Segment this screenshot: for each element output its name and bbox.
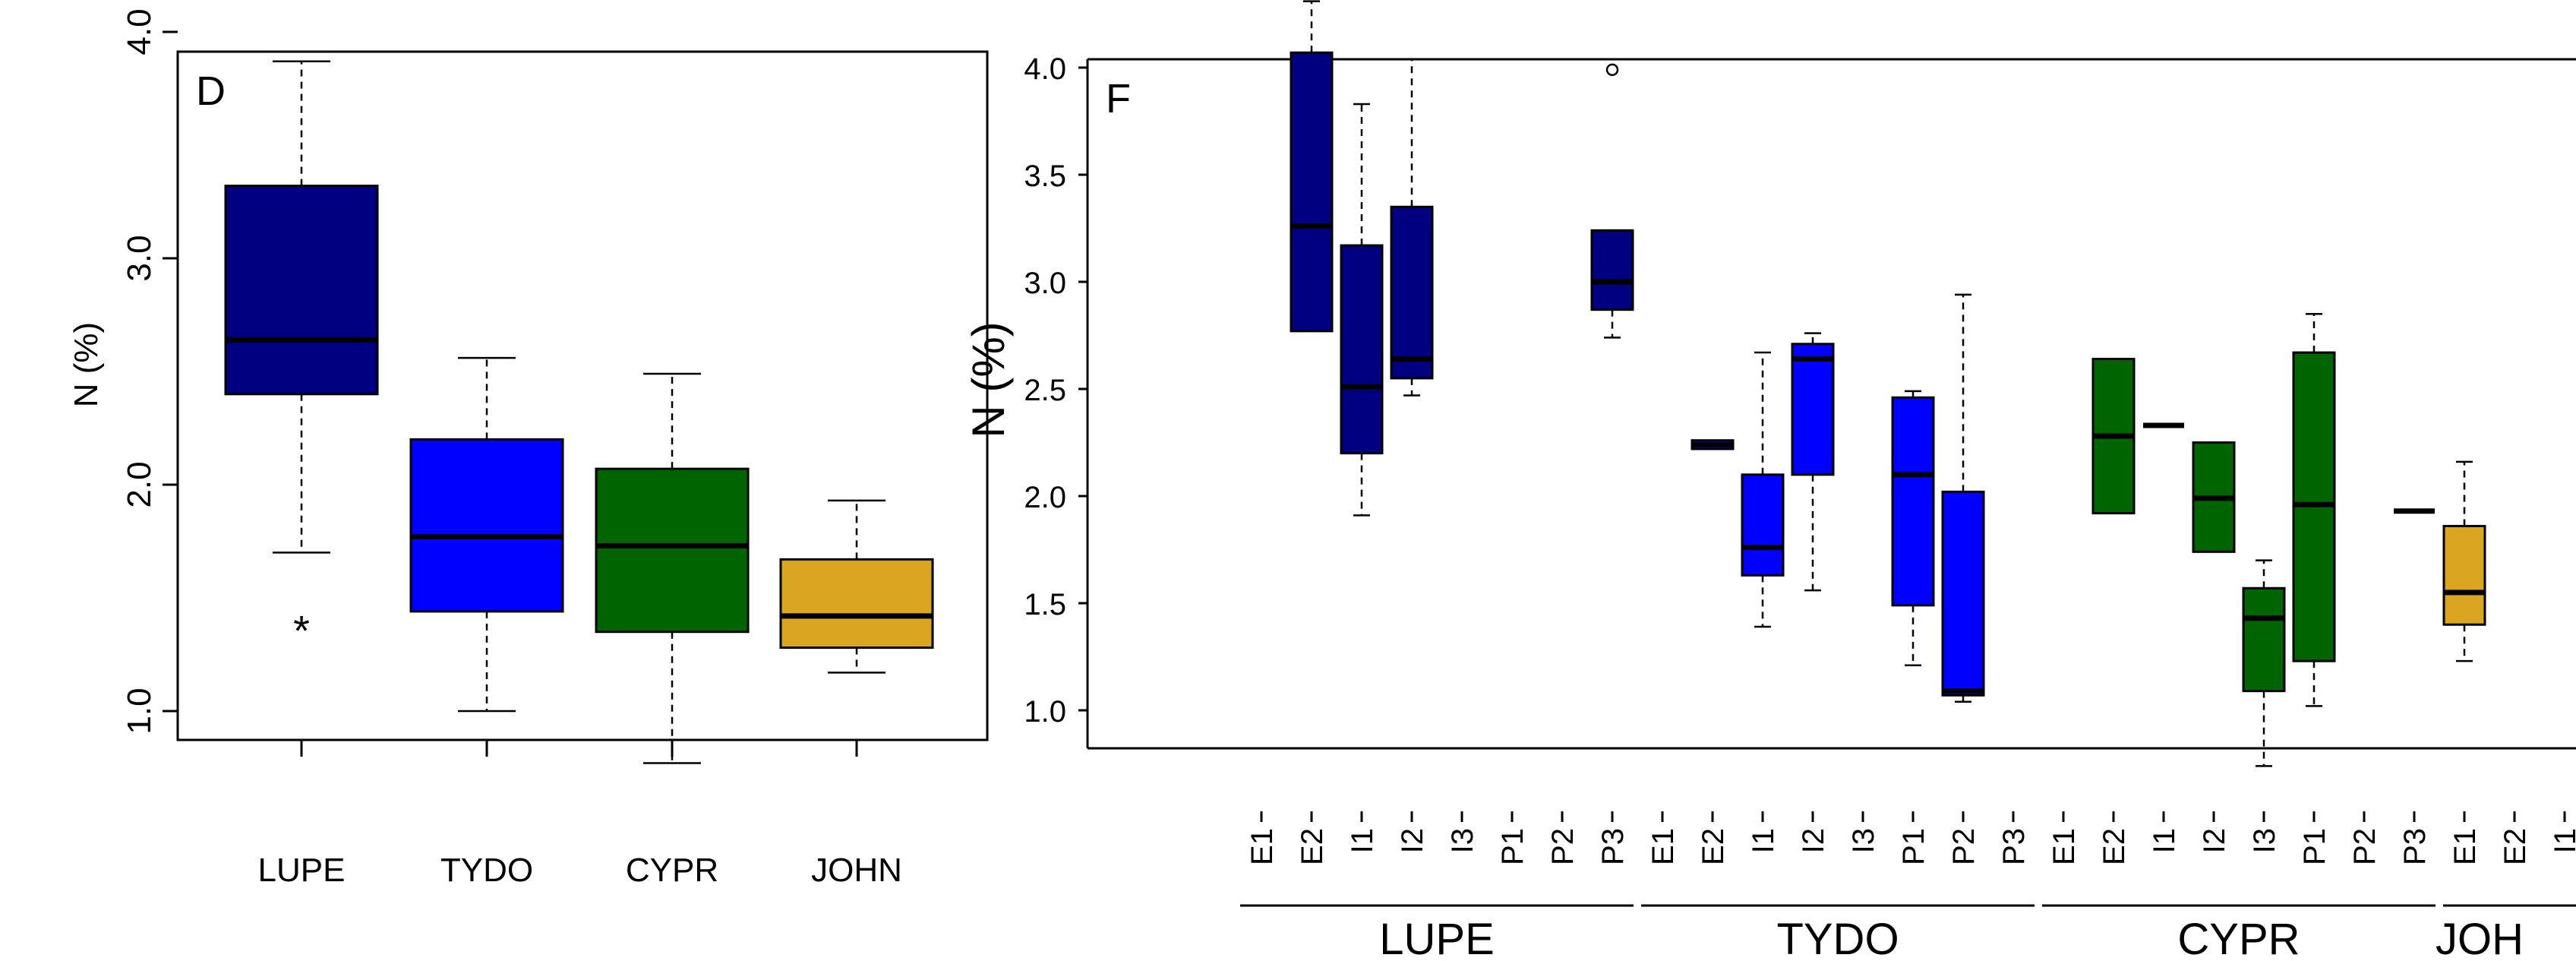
panel-f-x-tick-label: P2 [1546,828,1580,865]
panel-f-x-tick-label: E2 [2098,828,2131,865]
panel-f-x-tick-label: P1 [1897,828,1930,865]
panel-d-y-tick-label: 3.0 [121,235,158,281]
panel-f-group-labels: LUPE TYDO CYPR JOH [1240,904,2576,961]
panel-f-x-tick-label: E2 [1697,828,1730,865]
iqr-box [1791,343,1835,476]
panel-f-y-tick-label: 2.5 [1024,374,1066,407]
panel-f-box-tydo [1741,351,1785,628]
panel-f-group-label: LUPE [1379,915,1495,957]
panel-d-boxplot: D N (%) 1.0 2.0 3.0 4.0 * LUPE TYDO CYPR JOHN [68,8,989,889]
panel-f-box-tydo [1690,439,1735,450]
panel-f-x-tick-label: I2 [1797,828,1830,853]
iqr-box [2242,586,2286,693]
panel-f-x-tick-label: P2 [2348,828,2382,865]
panel-d-x-tick-label: LUPE [258,852,346,889]
panel-f-x-tick-label: I1 [1747,828,1780,853]
panel-f-x-tick-label: P1 [2298,828,2331,865]
iqr-box [595,467,750,634]
iqr-box [1340,244,1384,455]
panel-f-x-tick-label: E1 [1245,828,1279,865]
panel-f-x-tick-label: I1 [2549,828,2576,853]
panel-f-y-ticks: 1.0 1.5 2.0 2.5 3.0 3.5 4.0 [1024,52,1088,729]
panel-f-box-john [2442,460,2486,662]
panel-d-y-tick-label: 1.0 [121,688,158,734]
iqr-box [1941,490,1985,697]
panel-f-y-tick-label: 1.0 [1024,695,1066,729]
panel-f-y-tick-label: 1.5 [1024,588,1066,621]
panel-f-box-cypr [2091,358,2136,515]
panel-f-box-tydo [1891,390,1935,667]
panel-f-y-tick-label: 3.5 [1024,160,1066,193]
panel-d-box-cypr [595,372,750,764]
panel-f-x-tick-label: I2 [2198,828,2231,853]
panel-d-y-tick-label: 4.0 [121,8,158,55]
iqr-box [224,185,379,396]
panel-d-y-ticks: 1.0 2.0 3.0 4.0 [121,8,178,735]
panel-f-group-label: TYDO [1776,915,1899,957]
panel-f-box-lupe [1590,63,1634,339]
panel-f-boxplot: F N (%) 1.0 1.5 2.0 2.5 3.0 3.5 4.0 E1 E2 I1 I2 I3… [963,0,2576,961]
panel-d-x-tick-label: JOHN [811,852,902,889]
iqr-box [1390,205,1434,380]
panel-d-x-tick-label: CYPR [626,852,718,889]
panel-f-box-tydo [1941,293,1985,703]
panel-f-box-cypr [2242,559,2286,767]
panel-f-box-cypr [2292,313,2336,707]
panel-f-x-tick-label: E2 [1296,828,1329,865]
panel-f-x-tick-label: E1 [2047,828,2081,865]
panel-f-x-tick-label: I1 [2148,828,2181,853]
panel-d-y-axis-label: N (%) [68,322,105,407]
panel-d-x-ticks: LUPE TYDO CYPR JOHN [258,740,902,889]
panel-f-box-lupe [1340,103,1384,517]
iqr-box [779,558,934,650]
iqr-box [1891,396,1935,607]
panel-f-group-label: JOH [2436,915,2524,957]
panel-d-frame [176,50,989,741]
panel-f-x-tick-label: E2 [2499,828,2532,865]
panel-f-y-axis-label: N (%) [963,321,1014,438]
panel-d-box-tydo [409,356,564,713]
panel-d-boxes: * [224,60,934,764]
iqr-box [1290,51,1334,333]
panel-f-x-tick-label: P1 [1496,828,1530,865]
panel-d-label: D [196,68,226,114]
panel-f-x-ticks: E1 E2 I1 I2 I3 P1 P2 P3 E1 E2 I1 I2 I3 P1 P2 P3 E1 E2 I1 I2… [1245,811,2576,865]
panel-d-y-tick-label: 2.0 [121,461,158,507]
iqr-box [1741,473,1785,577]
panel-f-box-lupe [1290,0,1334,333]
panel-f-x-tick-label: P3 [1997,828,2031,865]
panel-d-box-lupe: * [224,60,379,655]
panel-d-box-john [779,499,934,674]
panel-f-x-tick-label: P3 [2398,828,2432,865]
iqr-box [409,438,564,613]
outlier-point [1605,63,1619,77]
panel-f-x-tick-label: I3 [1847,828,1880,853]
panel-f-x-tick-label: P2 [1947,828,1981,865]
iqr-box [1590,229,1634,311]
panel-f-label: F [1106,76,1131,122]
panel-f-y-tick-label: 2.0 [1024,481,1066,514]
panel-f-x-tick-label: I2 [1396,828,1429,853]
panel-f-x-tick-label: I1 [1346,828,1379,853]
panel-f-y-tick-label: 4.0 [1024,52,1066,86]
panel-f-x-tick-label: I3 [2248,828,2281,853]
iqr-box [2442,524,2486,626]
panel-f-box-lupe [1390,58,1434,397]
panel-f-box-cypr [2192,441,2236,553]
panel-f-x-tick-label: I3 [1446,828,1479,853]
panel-f-y-tick-label: 3.0 [1024,267,1066,300]
panel-f-box-tydo [1791,332,1835,592]
panel-f-x-tick-label: E1 [2448,828,2482,865]
panel-f-x-tick-label: P3 [1596,828,1630,865]
panel-f-x-tick-label: E1 [1646,828,1680,865]
panel-f-group-label: CYPR [2177,915,2300,957]
panel-f-boxes [1290,0,2486,767]
outlier-point: * [293,607,310,655]
panel-d-x-tick-label: TYDO [440,852,533,889]
